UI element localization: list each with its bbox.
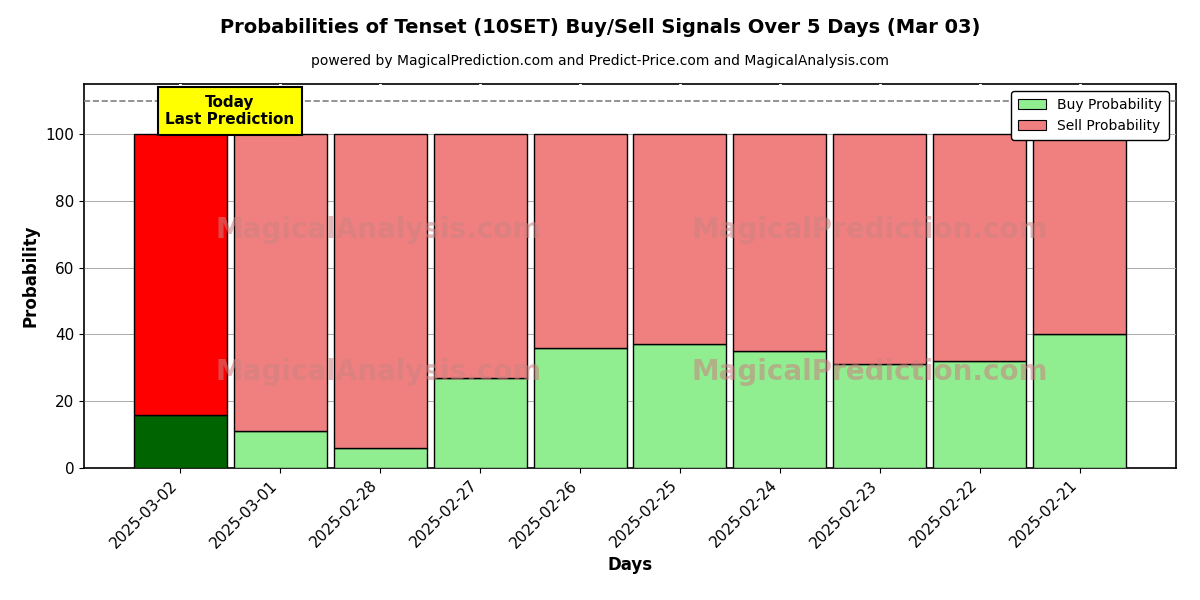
Bar — [834, 364, 926, 468]
Bar — [534, 134, 626, 348]
Bar — [1033, 134, 1127, 334]
Text: Probabilities of Tenset (10SET) Buy/Sell Signals Over 5 Days (Mar 03): Probabilities of Tenset (10SET) Buy/Sell… — [220, 18, 980, 37]
Text: powered by MagicalPrediction.com and Predict-Price.com and MagicalAnalysis.com: powered by MagicalPrediction.com and Pre… — [311, 54, 889, 68]
Bar — [534, 348, 626, 468]
Bar — [934, 361, 1026, 468]
Bar — [334, 448, 426, 468]
Bar — [334, 134, 426, 448]
Text: MagicalPrediction.com: MagicalPrediction.com — [692, 358, 1049, 386]
Text: MagicalPrediction.com: MagicalPrediction.com — [692, 216, 1049, 244]
Bar — [634, 344, 726, 468]
Legend: Buy Probability, Sell Probability: Buy Probability, Sell Probability — [1012, 91, 1169, 140]
Bar — [934, 134, 1026, 361]
Bar — [433, 378, 527, 468]
X-axis label: Days: Days — [607, 556, 653, 574]
Text: Today
Last Prediction: Today Last Prediction — [166, 95, 295, 127]
Bar — [234, 431, 326, 468]
Bar — [733, 351, 827, 468]
Bar — [133, 415, 227, 468]
Bar — [834, 134, 926, 364]
Y-axis label: Probability: Probability — [22, 225, 40, 327]
Text: MagicalAnalysis.com: MagicalAnalysis.com — [216, 358, 542, 386]
Bar — [634, 134, 726, 344]
Text: MagicalAnalysis.com: MagicalAnalysis.com — [216, 216, 542, 244]
Bar — [433, 134, 527, 378]
Bar — [133, 134, 227, 415]
Bar — [733, 134, 827, 351]
Bar — [1033, 334, 1127, 468]
Bar — [234, 134, 326, 431]
